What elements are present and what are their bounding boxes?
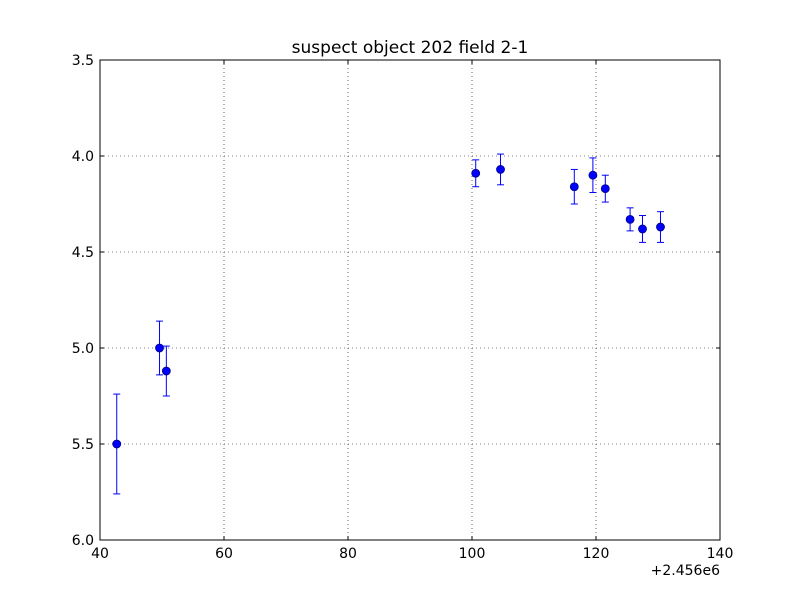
data-point bbox=[161, 366, 171, 376]
chart-title: suspect object 202 field 2-1 bbox=[292, 38, 529, 58]
x-tick-label: 100 bbox=[459, 546, 486, 562]
y-tick-label: 4.5 bbox=[72, 245, 94, 261]
x-offset-label: +2.456e6 bbox=[651, 563, 720, 579]
data-point bbox=[600, 184, 610, 194]
y-tick-label: 6.0 bbox=[72, 533, 94, 549]
x-tick-label: 120 bbox=[583, 546, 610, 562]
data-point bbox=[638, 224, 647, 234]
data-point bbox=[112, 439, 122, 449]
x-tick-label: 140 bbox=[707, 546, 734, 562]
grid bbox=[100, 60, 720, 540]
data-point bbox=[588, 170, 598, 180]
y-tick-label: 5.5 bbox=[72, 437, 94, 453]
data-point bbox=[656, 222, 665, 232]
data-points bbox=[112, 165, 665, 449]
data-point bbox=[625, 214, 635, 224]
data-point bbox=[155, 343, 164, 353]
y-tick-label: 3.5 bbox=[72, 53, 94, 69]
plot-frame bbox=[99, 59, 721, 541]
x-tick-label: 40 bbox=[91, 546, 109, 562]
y-tick-label: 4.0 bbox=[72, 149, 94, 165]
y-tick-labels: 3.5 4.0 4.5 5.0 5.5 6.0 bbox=[72, 53, 94, 549]
x-tick-label: 60 bbox=[215, 546, 233, 562]
data-point bbox=[496, 165, 505, 174]
axis-ticks bbox=[99, 59, 721, 541]
data-point bbox=[471, 168, 481, 178]
data-point bbox=[569, 182, 579, 192]
y-tick-label: 5.0 bbox=[72, 341, 94, 357]
x-tick-label: 80 bbox=[339, 546, 357, 562]
error-bars bbox=[113, 153, 664, 495]
x-tick-labels: 40 60 80 100 120 140 bbox=[91, 546, 733, 562]
